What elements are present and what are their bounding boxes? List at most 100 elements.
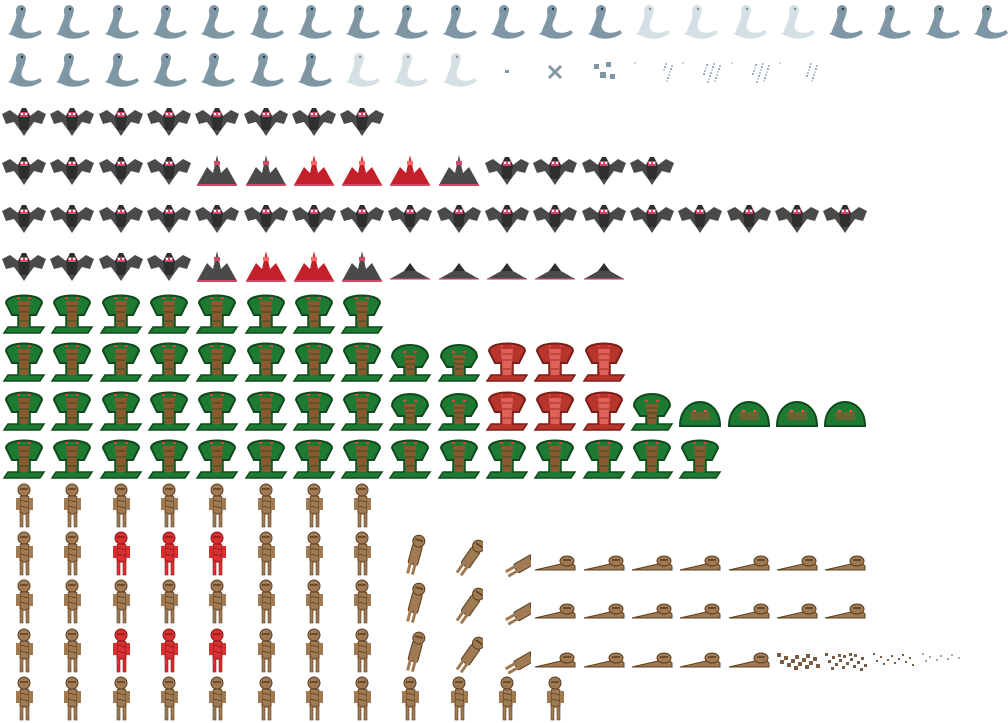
cobra-sprite bbox=[725, 386, 773, 434]
mummy-sprite bbox=[193, 627, 241, 675]
ghost-serpent-sprite bbox=[580, 0, 628, 48]
mummy-sprite bbox=[483, 530, 531, 578]
mummy-sprite bbox=[338, 482, 386, 530]
bat-sprite bbox=[242, 241, 290, 289]
bat-sprite bbox=[531, 241, 579, 289]
bat-sprite bbox=[290, 145, 338, 193]
ghost-serpent-sprite bbox=[242, 48, 290, 96]
mummy-sprite bbox=[145, 578, 193, 626]
cobra-sprite bbox=[48, 386, 96, 434]
ghost-serpent-sprite bbox=[97, 0, 145, 48]
mummy-sprite bbox=[386, 578, 434, 626]
bat-sprite bbox=[0, 193, 48, 241]
mummy-sprite bbox=[0, 530, 48, 578]
bat-sprite bbox=[628, 145, 676, 193]
mummy-sprite bbox=[628, 627, 676, 675]
bat-sprite bbox=[48, 145, 96, 193]
mummy-sprite bbox=[0, 482, 48, 530]
ghost-serpent-sprite bbox=[193, 48, 241, 96]
mummy-sprite bbox=[290, 627, 338, 675]
cobra-sprite bbox=[145, 289, 193, 337]
cobra-sprite bbox=[435, 434, 483, 482]
ghost-serpent-sprite bbox=[0, 0, 48, 48]
bat-sprite bbox=[580, 145, 628, 193]
cobra-sprite bbox=[242, 434, 290, 482]
mummy-sprite bbox=[242, 482, 290, 530]
cobra-sprite bbox=[773, 386, 821, 434]
mummy-sprite bbox=[242, 627, 290, 675]
mummy-sprite bbox=[869, 627, 917, 675]
mummy-sprite bbox=[0, 578, 48, 626]
bat-sprite bbox=[290, 96, 338, 144]
mummy-sprite bbox=[435, 627, 483, 675]
cobra-sprite bbox=[338, 386, 386, 434]
ghost-serpent-sprite bbox=[386, 48, 434, 96]
bat-sprite bbox=[0, 145, 48, 193]
cobra-sprite bbox=[531, 337, 579, 385]
bat-sprite bbox=[773, 193, 821, 241]
mummy-sprite bbox=[97, 530, 145, 578]
mummy-sprite bbox=[338, 627, 386, 675]
cobra-sprite bbox=[676, 434, 724, 482]
mummy-sprite bbox=[193, 530, 241, 578]
bat-sprite bbox=[386, 193, 434, 241]
mummy-sprite bbox=[580, 627, 628, 675]
cobra-sprite bbox=[242, 337, 290, 385]
cobra-sprite bbox=[48, 434, 96, 482]
cobra-sprite bbox=[0, 337, 48, 385]
cobra-sprite bbox=[531, 386, 579, 434]
ghost-serpent-sprite bbox=[676, 48, 724, 96]
bat-sprite bbox=[242, 96, 290, 144]
cobra-sprite bbox=[97, 386, 145, 434]
ghost-serpent-sprite bbox=[483, 48, 531, 96]
mummy-sprite bbox=[386, 675, 434, 723]
bat-sprite bbox=[580, 241, 628, 289]
bat-sprite bbox=[483, 193, 531, 241]
ghost-serpent-sprite bbox=[290, 48, 338, 96]
mummy-sprite bbox=[773, 627, 821, 675]
bat-sprite bbox=[242, 193, 290, 241]
ghost-serpent-sprite bbox=[338, 0, 386, 48]
bat-sprite bbox=[0, 241, 48, 289]
ghost-serpent-sprite bbox=[966, 0, 1008, 48]
mummy-sprite bbox=[48, 482, 96, 530]
mummy-sprite bbox=[821, 530, 869, 578]
ghost-serpent-sprite bbox=[145, 48, 193, 96]
bat-sprite bbox=[386, 241, 434, 289]
cobra-sprite bbox=[145, 337, 193, 385]
cobra-sprite bbox=[0, 434, 48, 482]
mummy-sprite bbox=[435, 675, 483, 723]
bat-sprite bbox=[338, 145, 386, 193]
mummy-sprite bbox=[918, 627, 966, 675]
cobra-sprite bbox=[483, 337, 531, 385]
bat-sprite bbox=[48, 96, 96, 144]
bat-sprite bbox=[290, 241, 338, 289]
cobra-sprite bbox=[290, 289, 338, 337]
cobra-sprite bbox=[386, 434, 434, 482]
bat-sprite bbox=[338, 193, 386, 241]
bat-sprite bbox=[48, 241, 96, 289]
bat-sprite bbox=[821, 193, 869, 241]
bat-sprite bbox=[97, 193, 145, 241]
mummy-sprite bbox=[483, 627, 531, 675]
cobra-sprite bbox=[435, 337, 483, 385]
ghost-serpent-sprite bbox=[290, 0, 338, 48]
ghost-serpent-sprite bbox=[386, 0, 434, 48]
cobra-sprite bbox=[580, 434, 628, 482]
bat-sprite bbox=[435, 145, 483, 193]
bat-sprite bbox=[435, 241, 483, 289]
mummy-sprite bbox=[242, 578, 290, 626]
ghost-serpent-sprite bbox=[242, 0, 290, 48]
mummy-sprite bbox=[193, 578, 241, 626]
cobra-sprite bbox=[0, 386, 48, 434]
mummy-sprite bbox=[0, 675, 48, 723]
mummy-sprite bbox=[821, 627, 869, 675]
ghost-serpent-sprite bbox=[435, 0, 483, 48]
mummy-sprite bbox=[48, 627, 96, 675]
ghost-serpent-sprite bbox=[869, 0, 917, 48]
mummy-sprite bbox=[531, 627, 579, 675]
mummy-sprite bbox=[725, 530, 773, 578]
mummy-sprite bbox=[338, 578, 386, 626]
cobra-sprite bbox=[145, 386, 193, 434]
